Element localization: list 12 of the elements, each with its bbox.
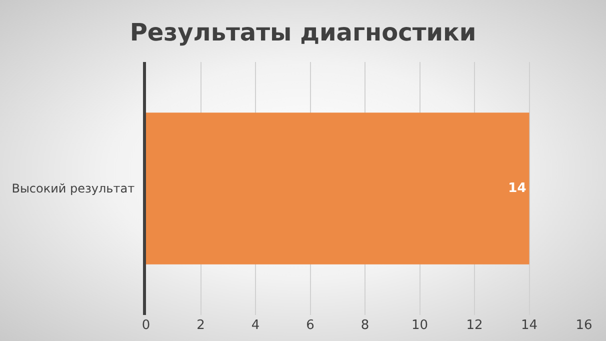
x-tick-label: 6 <box>306 318 314 333</box>
x-tick-label: 0 <box>142 318 150 333</box>
x-tick-label: 2 <box>196 318 205 333</box>
chart-title: Результаты диагностики <box>130 18 476 47</box>
x-tick-label: 14 <box>520 318 538 333</box>
x-tick-label: 8 <box>360 318 370 333</box>
x-tick-label: 4 <box>251 318 260 333</box>
x-tick-label: 12 <box>466 318 483 333</box>
x-tick-label: 16 <box>576 318 592 333</box>
y-tick-label: Высокий результат <box>12 182 135 196</box>
x-tick-label: 10 <box>411 318 428 333</box>
data-label: 14 <box>508 181 526 196</box>
